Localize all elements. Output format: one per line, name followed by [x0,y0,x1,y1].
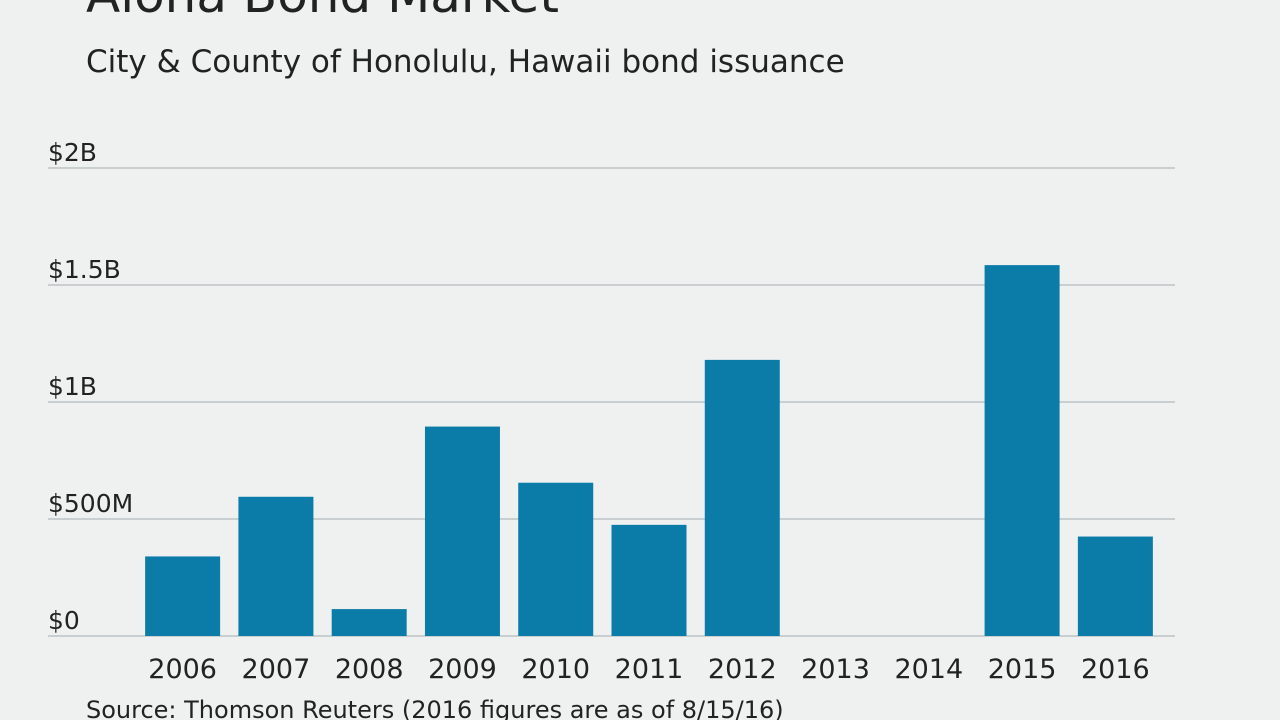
chart-subtitle: City & County of Honolulu, Hawaii bond i… [86,44,845,80]
x-tick-label: 2007 [242,654,311,685]
x-tick-label: 2015 [988,654,1057,685]
x-tick-label: 2010 [521,654,590,685]
bar [518,482,594,636]
y-tick-label: $2B [48,138,97,167]
x-tick-label: 2013 [801,654,870,685]
y-tick-label: $0 [48,606,80,635]
x-tick-label: 2011 [615,654,684,685]
bar [704,359,780,636]
bar [984,265,1060,636]
x-tick-label: 2012 [708,654,777,685]
bar [145,556,221,636]
chart-title: Aloha Bond Market [86,0,559,24]
y-tick-label: $1B [48,372,97,401]
x-tick-label: 2009 [428,654,497,685]
y-tick-label: $500M [48,489,133,518]
bar [424,426,500,636]
x-tick-label: 2008 [335,654,404,685]
x-tick-label: 2016 [1081,654,1150,685]
bar [238,496,314,636]
y-tick-label: $1.5B [48,255,121,284]
chart-source: Source: Thomson Reuters (2016 figures ar… [86,696,784,720]
bar [611,524,687,636]
x-tick-label: 2006 [148,654,217,685]
bar [1077,536,1153,636]
bar [331,609,407,636]
x-tick-label: 2014 [894,654,963,685]
